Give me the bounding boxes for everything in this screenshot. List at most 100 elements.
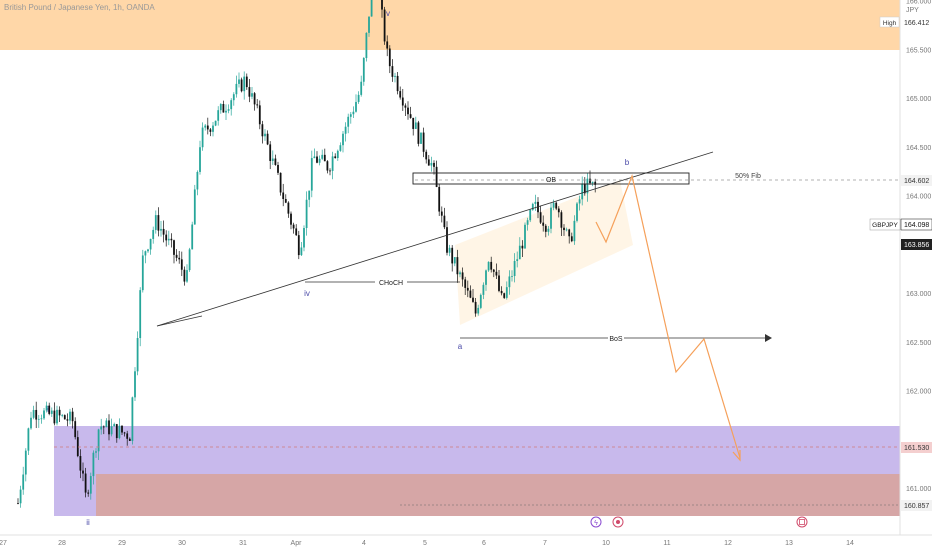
candle-220 — [589, 178, 591, 184]
candle-110 — [303, 228, 305, 248]
x-tick-6: 4 — [362, 540, 366, 547]
candle-185 — [498, 275, 500, 291]
y-tick-1: 165.500 — [906, 47, 931, 54]
candle-112 — [308, 190, 311, 200]
wave-b-label: b — [625, 158, 630, 167]
candle-2 — [22, 474, 25, 490]
candle-189 — [508, 276, 511, 288]
candle-82 — [230, 100, 233, 110]
candle-212 — [568, 229, 571, 237]
candle-118 — [323, 154, 326, 162]
candle-161 — [435, 166, 438, 187]
candle-207 — [555, 202, 558, 209]
candle-101 — [279, 172, 282, 193]
candle-96 — [266, 133, 269, 145]
candle-181 — [487, 261, 490, 271]
candle-127 — [347, 116, 350, 127]
candle-213 — [570, 236, 573, 242]
candle-89 — [248, 87, 251, 97]
candle-197 — [529, 209, 532, 221]
candle-141 — [383, 9, 386, 42]
candle-27 — [87, 492, 90, 494]
candle-113 — [310, 158, 313, 191]
svg-text:High: High — [883, 20, 897, 27]
candle-210 — [563, 227, 565, 231]
svg-text:160.857: 160.857 — [904, 503, 929, 510]
calendar-icon[interactable] — [796, 516, 808, 528]
candle-53 — [154, 215, 157, 230]
candle-88 — [245, 76, 248, 88]
candle-180 — [485, 270, 487, 285]
candle-62 — [178, 257, 181, 260]
wave-i-label: i — [47, 405, 49, 414]
candle-192 — [516, 259, 519, 262]
candle-179 — [482, 284, 485, 295]
candle-183 — [492, 269, 495, 272]
svg-text:164.602: 164.602 — [904, 178, 929, 185]
candle-176 — [474, 301, 477, 314]
y-tick-3: 164.500 — [906, 145, 931, 152]
candle-157 — [425, 151, 428, 160]
candle-13 — [50, 410, 53, 414]
candle-75 — [212, 125, 214, 132]
candle-108 — [297, 235, 300, 256]
candle-65 — [186, 270, 188, 282]
supply-zone — [0, 0, 900, 50]
candle-72 — [204, 125, 207, 128]
candle-51 — [149, 238, 152, 250]
candle-60 — [173, 240, 175, 255]
candle-125 — [342, 133, 344, 146]
candle-50 — [147, 249, 149, 252]
x-tick-1: 28 — [58, 540, 66, 547]
candle-23 — [76, 437, 79, 457]
candle-9 — [40, 418, 43, 420]
candle-79 — [222, 103, 225, 113]
ob-label: OB — [546, 177, 556, 184]
x-tick-2: 29 — [118, 540, 126, 547]
candle-11 — [45, 405, 48, 411]
candle-45 — [134, 371, 136, 398]
high-value: 166.412 — [904, 20, 929, 27]
trendline — [156, 151, 714, 327]
candle-144 — [391, 66, 394, 77]
candle-85 — [238, 79, 240, 84]
candle-135 — [368, 16, 370, 33]
candle-218 — [583, 183, 586, 194]
candle-190 — [511, 276, 513, 277]
candle-44 — [131, 397, 134, 441]
lower-line — [156, 315, 203, 327]
candle-93 — [258, 105, 261, 125]
candle-193 — [518, 245, 521, 260]
candle-151 — [409, 114, 412, 118]
candle-26 — [84, 473, 87, 493]
lightning-icon[interactable] — [590, 516, 602, 528]
candle-92 — [256, 104, 259, 106]
svg-text:161.530: 161.530 — [904, 445, 929, 452]
time-axis[interactable]: 27 28 29 30 31 Apr 4 5 6 7 10 11 12 13 14 — [0, 540, 854, 547]
candle-203 — [544, 225, 547, 232]
candle-104 — [287, 202, 290, 214]
candle-73 — [206, 125, 209, 130]
y-tick-2: 165.000 — [906, 96, 931, 103]
candle-166 — [448, 247, 451, 253]
candle-31 — [97, 429, 100, 452]
candle-16 — [58, 409, 61, 416]
candle-117 — [321, 154, 324, 159]
candle-99 — [274, 158, 277, 165]
candle-121 — [331, 156, 334, 171]
candle-158 — [427, 159, 430, 166]
candle-133 — [362, 58, 365, 82]
candle-124 — [339, 145, 342, 151]
candle-153 — [414, 122, 417, 129]
order-block — [412, 172, 690, 185]
zone-tag — [901, 442, 932, 453]
candle-102 — [282, 192, 285, 200]
low-tag — [901, 500, 932, 511]
candle-47 — [139, 290, 142, 339]
candle-1 — [19, 489, 22, 504]
candle-86 — [240, 79, 243, 92]
candle-173 — [466, 287, 469, 291]
candle-30 — [95, 451, 97, 453]
currency-label: JPY — [906, 7, 919, 14]
